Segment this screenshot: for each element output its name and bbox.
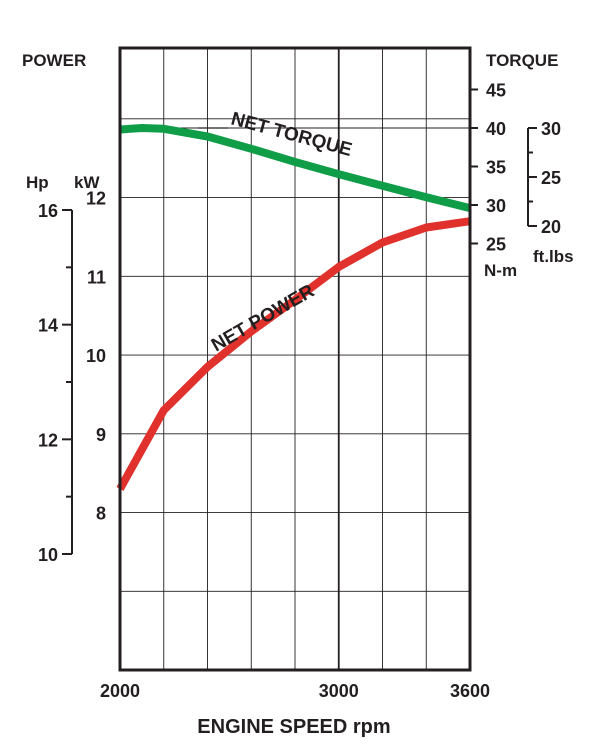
x-tick-label: 3000 [319, 681, 359, 701]
nm-tick-label: 40 [486, 119, 506, 139]
kw-unit-label: kW [74, 173, 100, 192]
hp-unit-label: Hp [26, 173, 49, 192]
hp-tick-label: 12 [38, 430, 58, 450]
curves [116, 124, 471, 491]
hp-tick-label: 10 [38, 545, 58, 565]
net-torque-label: NET TORQUE [229, 109, 354, 161]
nm-unit-label: N-m [484, 261, 517, 280]
ftlbs-tick-label: 30 [541, 119, 561, 139]
nm-tick-label: 30 [486, 196, 506, 216]
x-axis: 2000 3000 3600 [100, 681, 490, 701]
kw-tick-label: 10 [86, 346, 106, 366]
grid [120, 48, 470, 670]
hp-tick-label: 14 [38, 316, 58, 336]
kw-tick-label: 12 [86, 189, 106, 209]
plot-frame [118, 46, 472, 672]
right-axis-title: TORQUE [486, 51, 558, 70]
ftlbs-tick-label: 20 [541, 217, 561, 237]
left-axis-title: POWER [22, 51, 86, 70]
x-tick-label: 3600 [450, 681, 490, 701]
nm-tick-label: 45 [486, 81, 506, 101]
hp-tick-label: 16 [38, 201, 58, 221]
plot-border [118, 46, 472, 672]
kw-tick-label: 8 [96, 504, 106, 524]
x-tick-label: 2000 [100, 681, 140, 701]
x-axis-label: ENGINE SPEED rpm [197, 716, 390, 738]
ftlbs-unit-label: ft.lbs [533, 247, 574, 266]
nm-tick-label: 25 [486, 235, 506, 255]
net-torque-line [119, 124, 471, 212]
net-power-label: NET POWER [208, 280, 318, 356]
left-axis: 8 9 10 11 12 10 12 14 16 [38, 189, 106, 565]
net-power-line [116, 217, 471, 491]
right-axis: 25 30 35 40 45 20 25 30 [470, 81, 561, 255]
kw-tick-label: 9 [96, 425, 106, 445]
ftlbs-tick-label: 25 [541, 168, 561, 188]
nm-tick-label: 35 [486, 158, 506, 178]
kw-tick-label: 11 [87, 267, 106, 287]
